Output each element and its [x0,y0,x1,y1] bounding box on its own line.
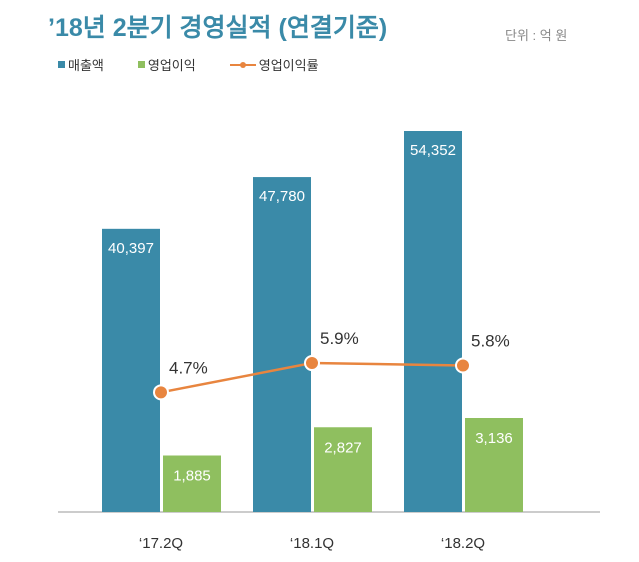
margin-label: 5.8% [471,331,510,350]
legend-swatch [58,61,65,68]
chart-title: ’18년 2분기 경영실적 (연결기준) [48,14,388,42]
legend: 매출액 영업이익 영업이익률 [58,55,319,74]
legend-item-operating-income: 영업이익 [137,55,196,74]
legend-line-marker [229,61,256,68]
operating-income-bar [163,455,221,512]
legend-label: 영업이익률 [258,58,319,73]
operating-income-label: 2,827 [324,439,362,456]
revenue-bar [253,177,311,512]
revenue-label: 40,397 [108,240,154,257]
x-tick-label: ‘18.2Q [441,535,485,552]
unit-label: 단위 : 억 원 [505,28,568,43]
operating-income-bar [314,427,372,512]
margin-label: 5.9% [320,329,359,348]
legend-item-revenue: 매출액 [58,55,104,74]
revenue-bar [404,131,462,512]
x-tick-label: ‘17.2Q [139,535,183,552]
margin-label: 4.7% [169,358,208,377]
margin-point [455,357,471,374]
revenue-label: 47,780 [259,188,305,205]
operating-income-label: 3,136 [475,430,513,447]
legend-item-margin: 영업이익률 [229,55,319,74]
legend-label: 영업이익 [147,58,196,73]
revenue-label: 54,352 [410,142,456,159]
x-tick-label: ‘18.1Q [290,535,334,552]
margin-point [304,355,320,372]
margin-point [153,384,169,401]
operating-income-bar [465,418,523,512]
legend-swatch [137,61,145,68]
operating-income-label: 1,885 [173,467,211,484]
legend-label: 매출액 [68,58,104,73]
revenue-bar [102,228,160,512]
